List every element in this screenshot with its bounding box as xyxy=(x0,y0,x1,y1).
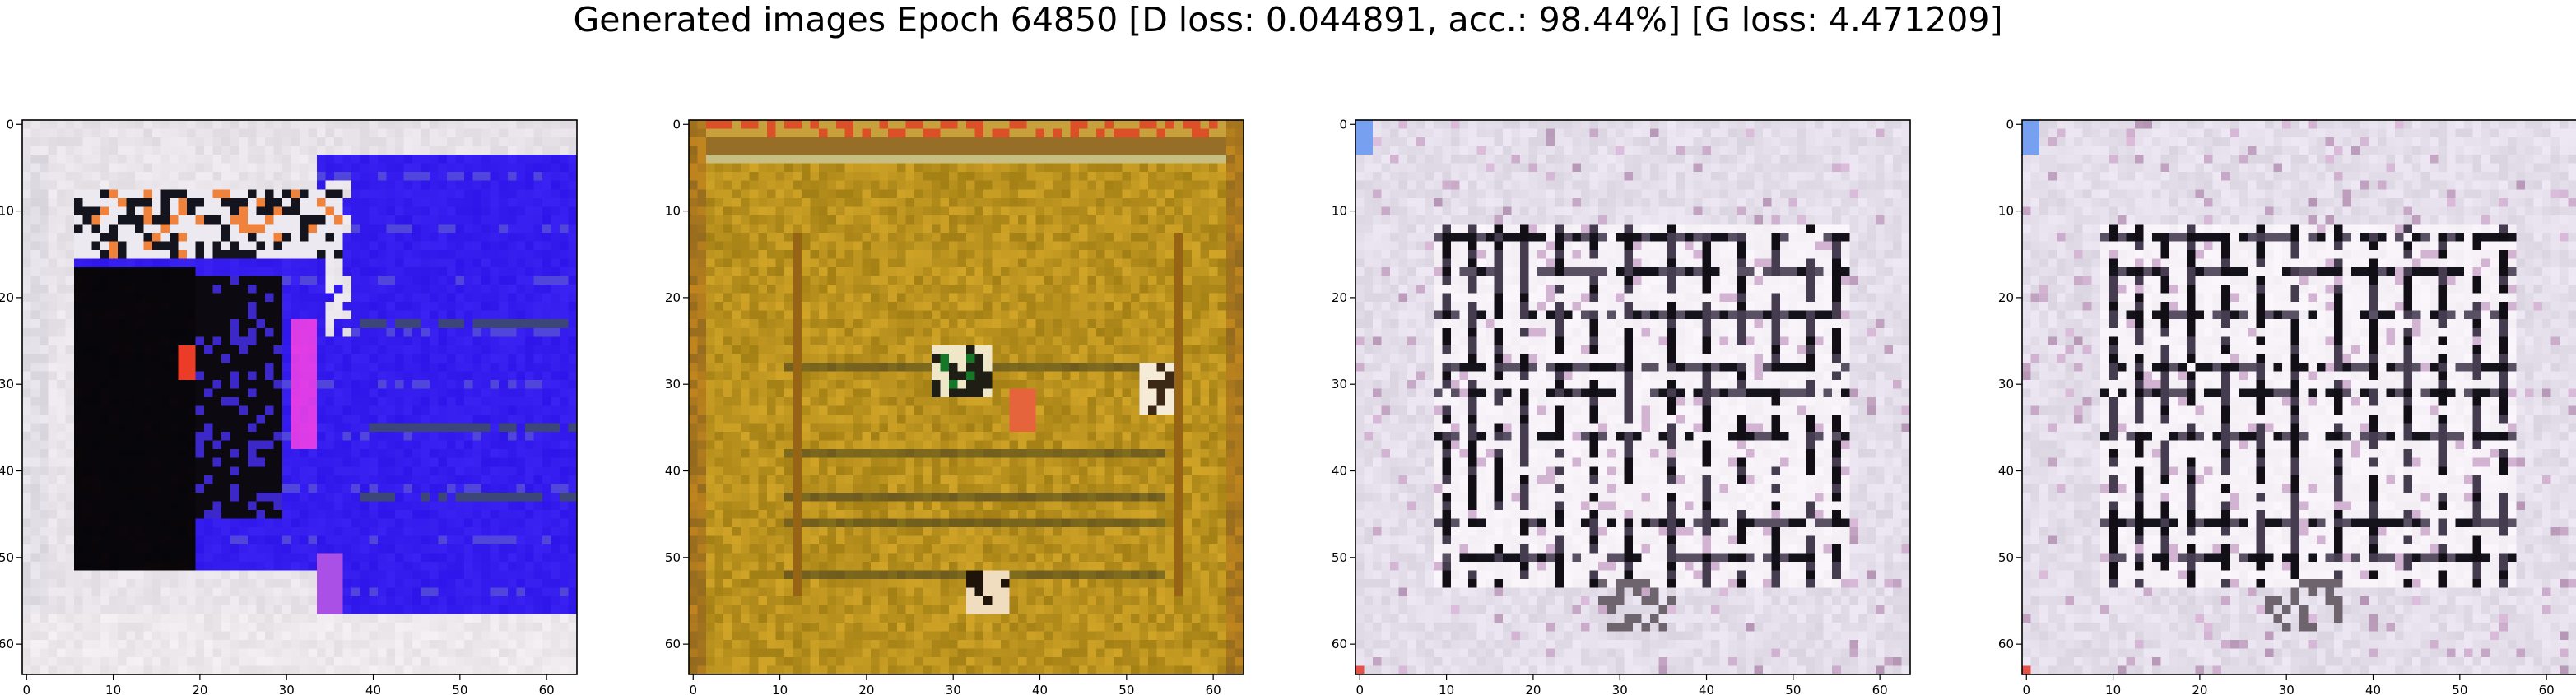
x-tick-label: 0 xyxy=(2022,683,2030,695)
x-tick-label: 50 xyxy=(1118,683,1134,695)
y-tick-label: 60 xyxy=(1998,637,2014,651)
y-tick-label: 0 xyxy=(6,117,14,132)
y-tick-label: 0 xyxy=(672,117,681,132)
y-tick-label: 50 xyxy=(0,550,14,565)
x-tick-label: 0 xyxy=(689,683,697,695)
y-tick-label: 40 xyxy=(1332,464,1347,479)
y-tick-label: 10 xyxy=(665,204,681,219)
image-pixels xyxy=(2022,120,2576,675)
y-tick-label: 20 xyxy=(1998,290,2014,305)
y-tick-label: 60 xyxy=(1332,637,1347,651)
x-tick-label: 10 xyxy=(1439,683,1454,695)
y-tick-label: 40 xyxy=(1998,464,2014,479)
x-tick-label: 10 xyxy=(105,683,121,695)
axes-frame xyxy=(21,119,578,675)
x-tick-label: 50 xyxy=(452,683,467,695)
image-pixels xyxy=(689,120,1244,675)
y-tick-label: 0 xyxy=(1339,117,1347,132)
generated-image-panel-4: 0 10 20 30 40 50 60 0 10 20 30 40 50 60 xyxy=(1998,117,2576,695)
y-tick-label: 50 xyxy=(1998,550,2014,565)
y-tick-label: 30 xyxy=(0,377,14,392)
x-tick-label: 0 xyxy=(1355,683,1364,695)
y-tick-label: 50 xyxy=(665,550,681,565)
y-tick-label: 10 xyxy=(0,204,14,219)
y-tick-label: 0 xyxy=(2006,117,2014,132)
image-pixels xyxy=(22,120,578,675)
x-tick-label: 60 xyxy=(2539,683,2555,695)
generated-image-panel-3: 0 10 20 30 40 50 60 0 10 20 30 40 50 60 xyxy=(1332,117,1911,695)
x-tick-label: 10 xyxy=(772,683,788,695)
y-tick-label: 60 xyxy=(665,637,681,651)
x-tick-label: 20 xyxy=(1525,683,1541,695)
axes-frame xyxy=(2021,119,2576,675)
x-tick-label: 0 xyxy=(22,683,30,695)
y-tick-label: 40 xyxy=(0,464,14,479)
x-tick-label: 30 xyxy=(2279,683,2295,695)
x-tick-label: 40 xyxy=(2365,683,2381,695)
image-pixels xyxy=(1355,120,1911,675)
x-tick-label: 20 xyxy=(2192,683,2207,695)
y-tick-label: 40 xyxy=(665,464,681,479)
x-tick-label: 30 xyxy=(1612,683,1628,695)
x-tick-label: 20 xyxy=(858,683,874,695)
y-tick-label: 20 xyxy=(1332,290,1347,305)
y-tick-label: 20 xyxy=(665,290,681,305)
generated-image-panel-1: 0 10 20 30 40 50 60 0 10 20 30 40 50 60 xyxy=(0,117,578,695)
x-tick-label: 40 xyxy=(365,683,381,695)
y-tick-label: 30 xyxy=(1332,377,1347,392)
x-tick-label: 40 xyxy=(1699,683,1714,695)
generated-image-panel-2: 0 10 20 30 40 50 60 0 10 20 30 40 50 60 xyxy=(665,117,1244,695)
y-tick-label: 50 xyxy=(1332,550,1347,565)
x-tick-label: 50 xyxy=(2452,683,2467,695)
y-tick-label: 10 xyxy=(1998,204,2014,219)
x-tick-label: 60 xyxy=(1206,683,1221,695)
x-tick-label: 60 xyxy=(1872,683,1888,695)
y-tick-label: 30 xyxy=(665,377,681,392)
x-tick-label: 40 xyxy=(1032,683,1048,695)
x-tick-label: 30 xyxy=(279,683,295,695)
x-tick-label: 60 xyxy=(539,683,555,695)
y-tick-label: 60 xyxy=(0,637,14,651)
y-tick-label: 30 xyxy=(1998,377,2014,392)
x-tick-label: 20 xyxy=(192,683,207,695)
y-tick-label: 20 xyxy=(0,290,14,305)
axes-frame xyxy=(688,119,1244,675)
axes-frame xyxy=(1355,119,1911,675)
x-tick-label: 10 xyxy=(2105,683,2121,695)
x-tick-label: 30 xyxy=(946,683,961,695)
y-tick-label: 10 xyxy=(1332,204,1347,219)
figure-title: Generated images Epoch 64850 [D loss: 0.… xyxy=(573,0,2003,39)
x-tick-label: 50 xyxy=(1785,683,1801,695)
